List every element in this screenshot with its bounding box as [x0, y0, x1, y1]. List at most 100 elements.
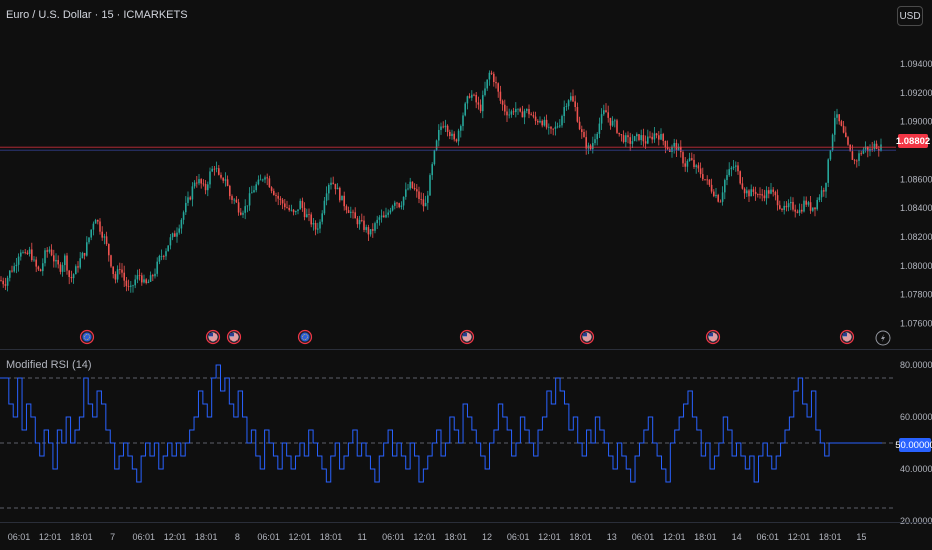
candle-body	[405, 189, 407, 197]
us-flag-icon[interactable]	[459, 329, 475, 345]
candle-body	[396, 202, 398, 204]
time-tick-label: 18:01	[445, 532, 468, 542]
candle-body	[167, 245, 169, 252]
candle-body	[141, 275, 143, 283]
us-flag-icon[interactable]	[579, 329, 595, 345]
candle-body	[246, 205, 249, 207]
candle-body	[732, 166, 735, 168]
candle-body	[871, 148, 873, 150]
candle-body	[862, 149, 865, 154]
candle-body	[152, 275, 154, 277]
candle-body	[6, 277, 9, 286]
candle-body	[517, 108, 519, 110]
rsi-current-value-label: 50.00000	[895, 438, 932, 452]
us-flag-icon[interactable]	[705, 329, 721, 345]
candle-body	[759, 194, 761, 195]
candle-body	[541, 120, 543, 126]
candle-body	[605, 110, 607, 113]
candle-body	[561, 116, 563, 126]
candle-body	[660, 133, 662, 140]
candle-body	[20, 252, 22, 257]
candle-body	[409, 181, 411, 189]
candle-body	[508, 114, 510, 116]
time-tick-label: 11	[358, 532, 367, 542]
candle-body	[675, 142, 678, 151]
candle-body	[585, 137, 587, 149]
candle-body	[596, 133, 598, 140]
candle-body	[257, 179, 260, 185]
candle-body	[187, 197, 189, 203]
candle-body	[728, 169, 730, 176]
candle-body	[70, 276, 73, 279]
time-tick-label: 14	[732, 532, 742, 542]
candle-body	[4, 284, 7, 286]
price-tick-label: 1.09400	[900, 59, 932, 69]
candle-body	[59, 264, 62, 272]
candle-body	[856, 160, 858, 162]
candle-body	[768, 190, 770, 194]
candle-body	[226, 179, 229, 186]
candle-body	[358, 220, 361, 225]
candle-body	[708, 179, 711, 185]
candle-body	[202, 183, 205, 185]
candle-body	[794, 209, 796, 212]
candle-body	[486, 79, 488, 89]
candle-body	[724, 180, 726, 193]
candle-body	[130, 285, 132, 287]
price-axis: 1.09400 1.09200 1.09000 1.08600 1.08400 1.082…	[900, 59, 932, 328]
candle-body	[149, 275, 152, 282]
candle-body	[114, 274, 117, 280]
event-markers[interactable]	[79, 329, 891, 346]
candle-body	[209, 171, 211, 185]
candle-body	[526, 108, 528, 111]
candle-body	[578, 121, 581, 130]
candle-body	[594, 139, 596, 144]
candle-body	[717, 194, 719, 202]
candle-body	[193, 182, 196, 187]
symbol-title[interactable]: Euro / U.S. Dollar · 15 · ICMARKETS	[6, 9, 188, 21]
lightning-icon[interactable]	[875, 330, 891, 346]
candle-body	[101, 231, 103, 238]
candle-body	[64, 255, 66, 266]
candle-body	[550, 126, 552, 129]
rsi-tick-label: 40.00000	[900, 464, 932, 474]
candle-body	[132, 285, 134, 287]
candle-body	[44, 250, 46, 264]
candle-body	[407, 188, 409, 190]
us-flag-icon[interactable]	[226, 329, 242, 345]
rsi-title[interactable]: Modified RSI (14)	[6, 359, 92, 371]
currency-button[interactable]: USD	[897, 6, 923, 26]
eu-flag-icon[interactable]	[297, 329, 313, 345]
candle-body	[460, 126, 462, 131]
candle-body	[147, 281, 150, 284]
eu-flag-icon[interactable]	[79, 329, 95, 345]
candle-body	[515, 108, 517, 113]
candle-body	[301, 200, 304, 208]
candle-body	[204, 184, 207, 191]
candle-body	[354, 212, 356, 219]
us-flag-icon[interactable]	[205, 329, 221, 345]
candle-body	[482, 95, 484, 112]
candle-body	[765, 190, 768, 199]
candle-body	[838, 114, 840, 122]
candle-body	[347, 210, 350, 213]
candle-body	[420, 198, 422, 200]
us-flag-icon[interactable]	[839, 329, 855, 345]
candle-body	[847, 137, 849, 145]
candle-body	[121, 269, 123, 273]
candle-body	[726, 175, 728, 181]
candle-body	[103, 236, 106, 238]
candle-body	[499, 91, 502, 101]
candle-body	[35, 259, 37, 267]
candle-body	[286, 207, 288, 208]
candle-body	[277, 195, 279, 199]
candle-body	[673, 142, 675, 147]
candle-body	[400, 205, 403, 208]
candle-body	[820, 190, 823, 198]
candle-body	[88, 237, 90, 243]
candle-body	[647, 136, 649, 144]
candle-body	[105, 236, 108, 244]
candle-body	[440, 126, 442, 130]
rsi-series-path	[0, 364, 882, 483]
